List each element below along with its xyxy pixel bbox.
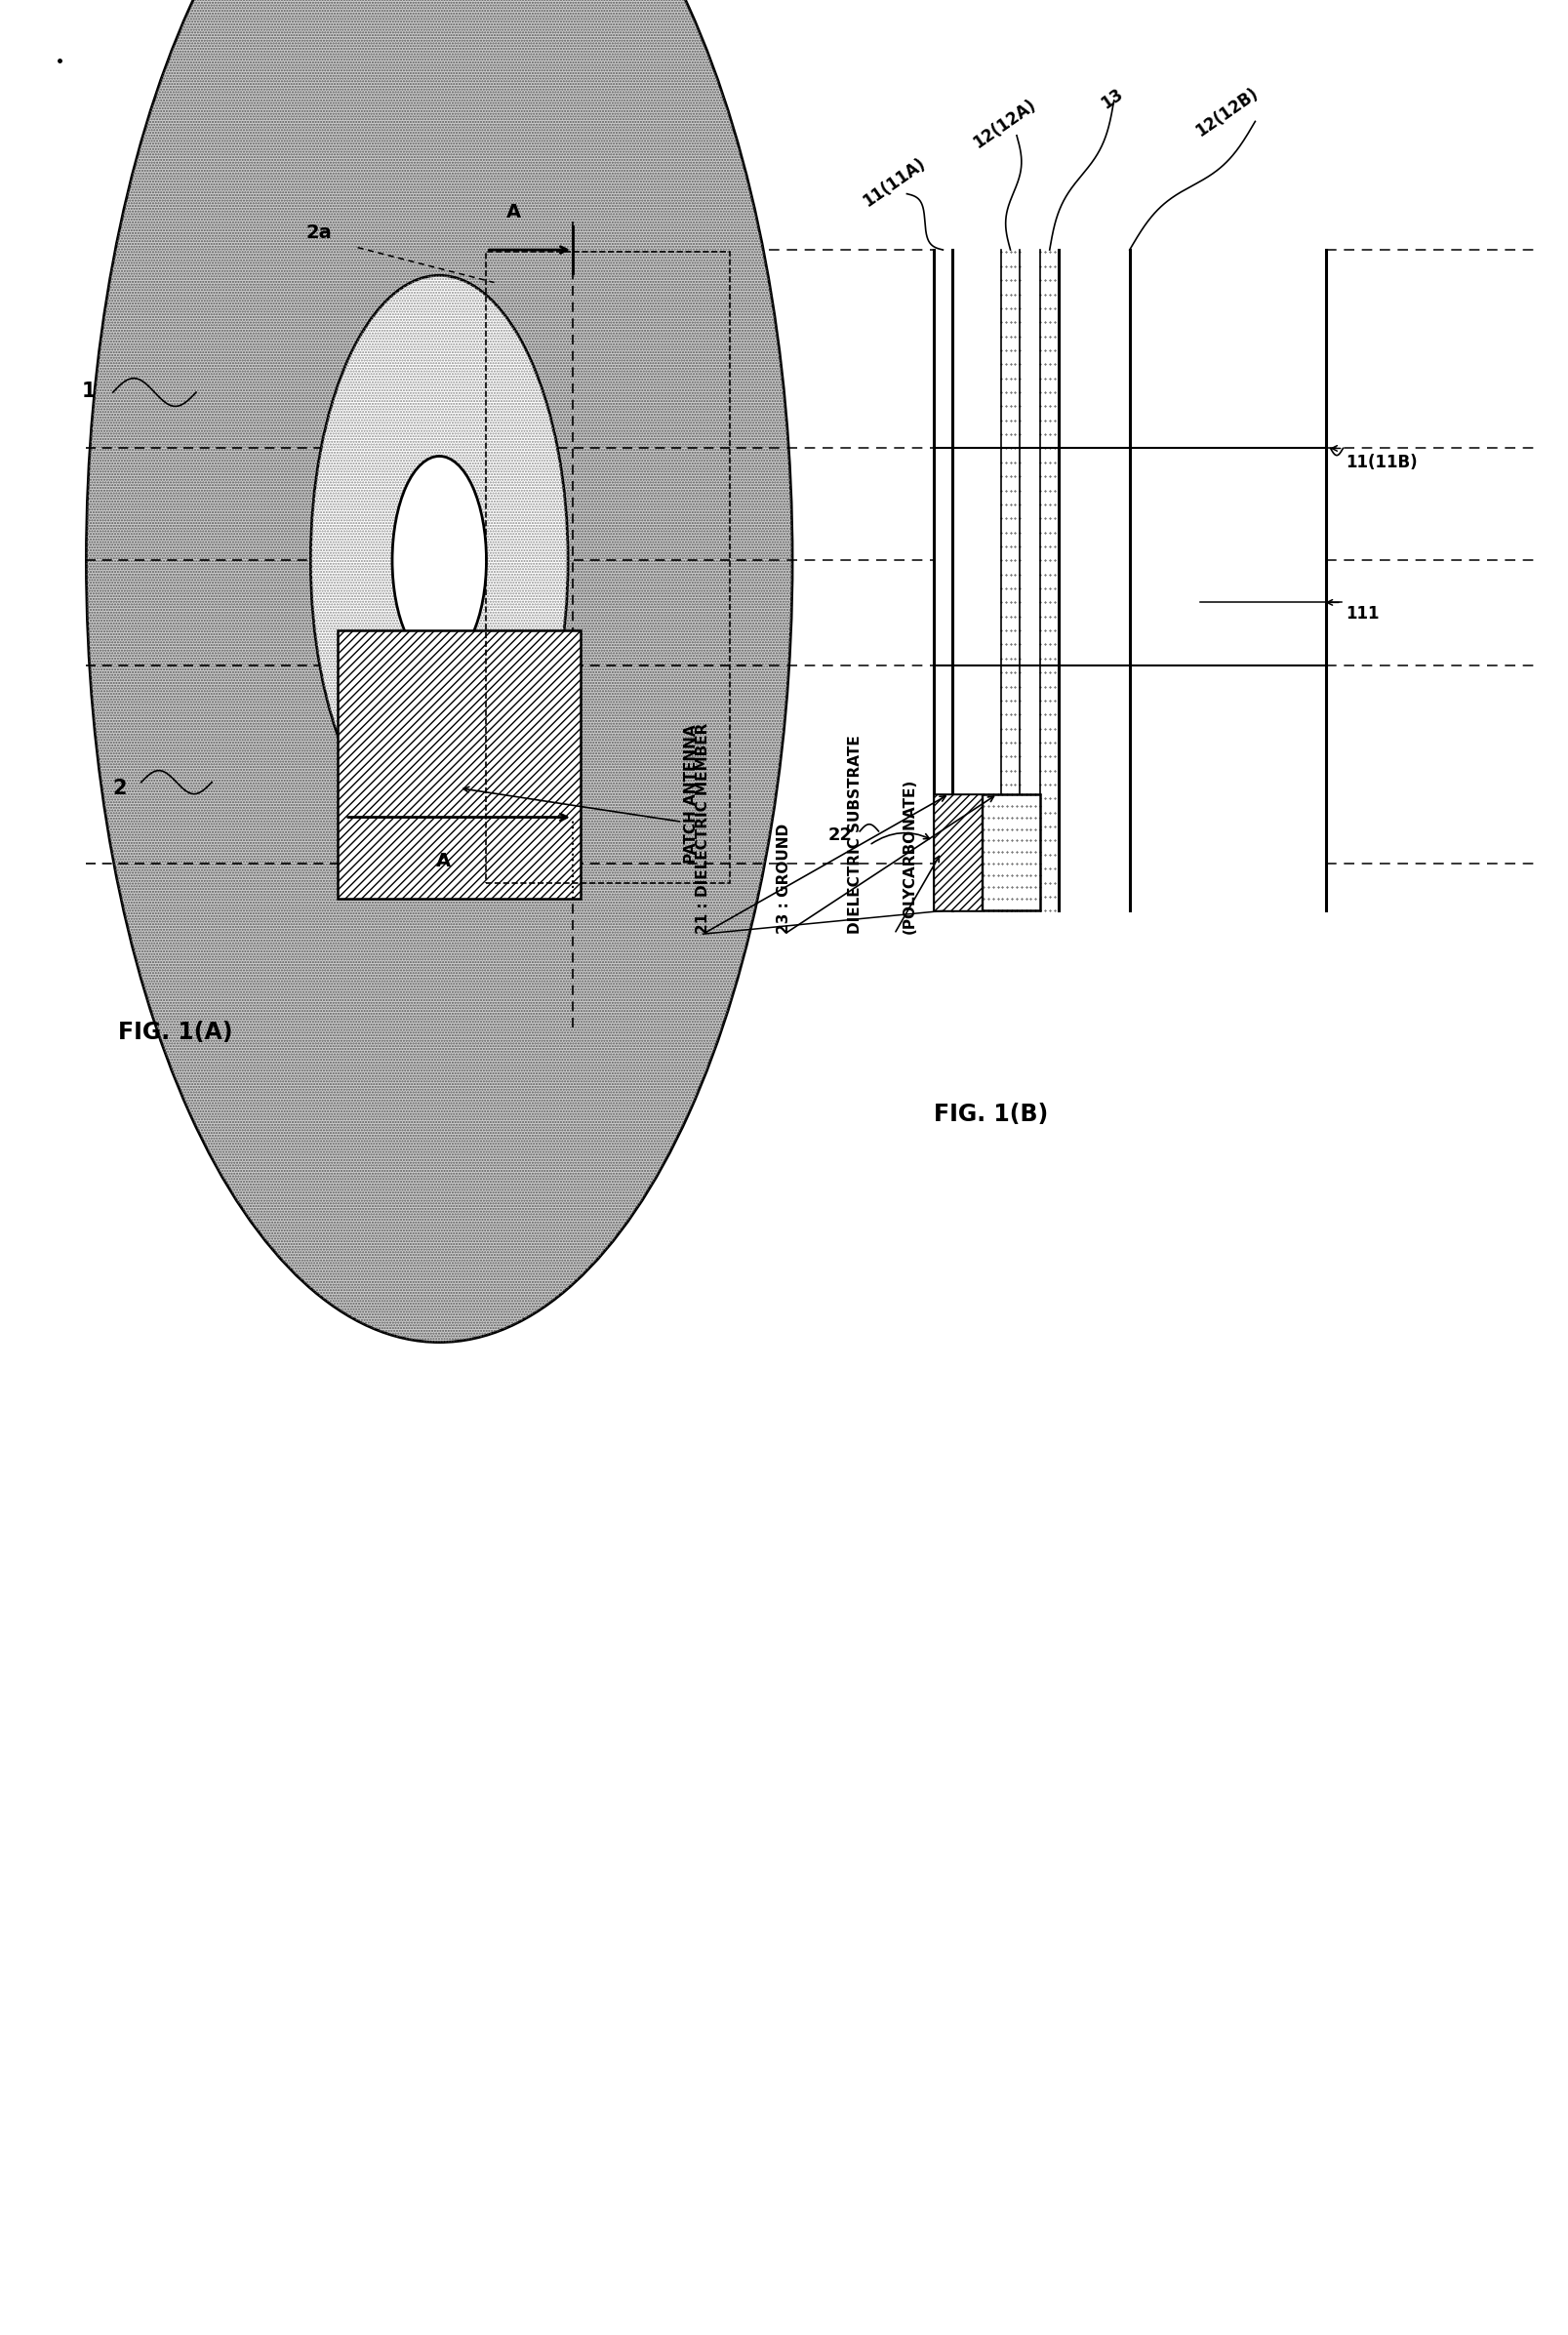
Text: 111: 111 bbox=[1345, 605, 1378, 623]
Bar bbox=[933, 794, 982, 911]
Text: FIG. 1(A): FIG. 1(A) bbox=[118, 1020, 232, 1044]
Text: DIELECTRIC SUBSTRATE: DIELECTRIC SUBSTRATE bbox=[847, 736, 862, 934]
Text: 2a: 2a bbox=[306, 224, 332, 243]
Bar bbox=[486, 252, 729, 883]
Text: 23 : GROUND: 23 : GROUND bbox=[776, 824, 792, 934]
Ellipse shape bbox=[310, 276, 568, 845]
Bar bbox=[933, 794, 1040, 911]
Text: 13: 13 bbox=[1098, 84, 1126, 112]
Text: (POLYCARBONATE): (POLYCARBONATE) bbox=[902, 778, 917, 934]
Text: FIG. 1(B): FIG. 1(B) bbox=[933, 1102, 1047, 1125]
Text: PATCH ANTENNA: PATCH ANTENNA bbox=[684, 724, 698, 864]
Ellipse shape bbox=[392, 455, 486, 665]
Text: 2: 2 bbox=[113, 778, 127, 799]
Text: 11(11A): 11(11A) bbox=[859, 154, 928, 210]
Text: 22: 22 bbox=[828, 827, 853, 845]
Text: 12(12A): 12(12A) bbox=[969, 96, 1038, 152]
Text: 11(11B): 11(11B) bbox=[1345, 453, 1417, 472]
Text: A: A bbox=[506, 203, 521, 222]
Bar bbox=[337, 630, 580, 899]
Text: 12(12B): 12(12B) bbox=[1192, 84, 1261, 140]
Text: 1: 1 bbox=[82, 381, 96, 402]
Text: 21 : DIELECTRIC MEMBER: 21 : DIELECTRIC MEMBER bbox=[695, 724, 710, 934]
Ellipse shape bbox=[86, 0, 792, 1343]
Text: A: A bbox=[436, 852, 450, 871]
